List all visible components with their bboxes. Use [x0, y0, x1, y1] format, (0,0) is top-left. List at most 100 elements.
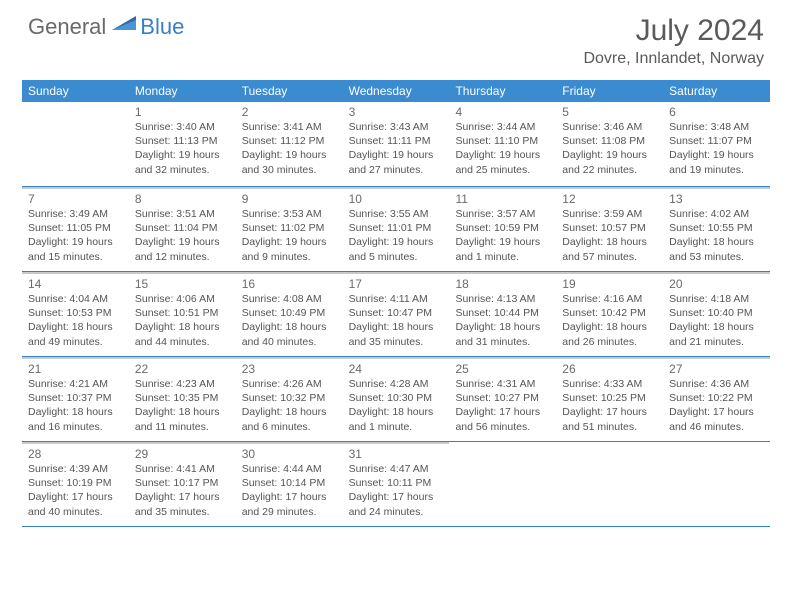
sunrise-text: Sunrise: 4:11 AM — [349, 292, 444, 306]
daylight-text: Daylight: 19 hours and 15 minutes. — [28, 235, 123, 263]
day-cell: 7Sunrise: 3:49 AMSunset: 11:05 PMDayligh… — [22, 187, 129, 271]
sunset-text: Sunset: 10:11 PM — [349, 476, 444, 490]
sunrise-text: Sunrise: 4:39 AM — [28, 462, 123, 476]
day-number: 23 — [242, 362, 337, 376]
sunset-text: Sunset: 10:32 PM — [242, 391, 337, 405]
sunset-text: Sunset: 10:42 PM — [562, 306, 657, 320]
sunrise-text: Sunrise: 3:48 AM — [669, 120, 764, 134]
daylight-text: Daylight: 17 hours and 46 minutes. — [669, 405, 764, 433]
daylight-text: Daylight: 19 hours and 19 minutes. — [669, 148, 764, 176]
daylight-text: Daylight: 18 hours and 6 minutes. — [242, 405, 337, 433]
day-cell: 21Sunrise: 4:21 AMSunset: 10:37 PMDaylig… — [22, 357, 129, 441]
day-details: Sunrise: 4:44 AMSunset: 10:14 PMDaylight… — [242, 462, 337, 519]
dow-sunday: Sunday — [22, 80, 129, 102]
day-number: 14 — [28, 277, 123, 291]
sunset-text: Sunset: 10:47 PM — [349, 306, 444, 320]
daylight-text: Daylight: 18 hours and 16 minutes. — [28, 405, 123, 433]
sunrise-text: Sunrise: 4:04 AM — [28, 292, 123, 306]
daylight-text: Daylight: 18 hours and 44 minutes. — [135, 320, 230, 348]
day-details: Sunrise: 3:59 AMSunset: 10:57 PMDaylight… — [562, 207, 657, 264]
daylight-text: Daylight: 17 hours and 24 minutes. — [349, 490, 444, 518]
day-details: Sunrise: 4:26 AMSunset: 10:32 PMDaylight… — [242, 377, 337, 434]
day-number: 26 — [562, 362, 657, 376]
sunrise-text: Sunrise: 3:57 AM — [455, 207, 550, 221]
dow-thursday: Thursday — [449, 80, 556, 102]
day-details: Sunrise: 4:11 AMSunset: 10:47 PMDaylight… — [349, 292, 444, 349]
day-cell: 3Sunrise: 3:43 AMSunset: 11:11 PMDayligh… — [343, 102, 450, 186]
day-cell: 26Sunrise: 4:33 AMSunset: 10:25 PMDaylig… — [556, 357, 663, 441]
sunset-text: Sunset: 11:04 PM — [135, 221, 230, 235]
day-number: 30 — [242, 447, 337, 461]
day-cell: 10Sunrise: 3:55 AMSunset: 11:01 PMDaylig… — [343, 187, 450, 271]
day-number: 13 — [669, 192, 764, 206]
day-number: 7 — [28, 192, 123, 206]
daylight-text: Daylight: 19 hours and 30 minutes. — [242, 148, 337, 176]
sunset-text: Sunset: 10:35 PM — [135, 391, 230, 405]
day-details: Sunrise: 3:49 AMSunset: 11:05 PMDaylight… — [28, 207, 123, 264]
location-text: Dovre, Innlandet, Norway — [583, 50, 764, 68]
sunset-text: Sunset: 11:13 PM — [135, 134, 230, 148]
sunrise-text: Sunrise: 3:41 AM — [242, 120, 337, 134]
sunrise-text: Sunrise: 4:13 AM — [455, 292, 550, 306]
day-details: Sunrise: 3:57 AMSunset: 10:59 PMDaylight… — [455, 207, 550, 264]
day-cell: 27Sunrise: 4:36 AMSunset: 10:22 PMDaylig… — [663, 357, 770, 441]
logo-text-general: General — [28, 14, 106, 40]
sunrise-text: Sunrise: 3:43 AM — [349, 120, 444, 134]
sunset-text: Sunset: 11:12 PM — [242, 134, 337, 148]
day-number: 27 — [669, 362, 764, 376]
week-row: 21Sunrise: 4:21 AMSunset: 10:37 PMDaylig… — [22, 357, 770, 442]
sunrise-text: Sunrise: 4:44 AM — [242, 462, 337, 476]
day-number: 22 — [135, 362, 230, 376]
sunrise-text: Sunrise: 4:18 AM — [669, 292, 764, 306]
day-of-week-header: Sunday Monday Tuesday Wednesday Thursday… — [22, 80, 770, 102]
day-details: Sunrise: 4:04 AMSunset: 10:53 PMDaylight… — [28, 292, 123, 349]
day-cell: 5Sunrise: 3:46 AMSunset: 11:08 PMDayligh… — [556, 102, 663, 186]
sunset-text: Sunset: 10:25 PM — [562, 391, 657, 405]
dow-monday: Monday — [129, 80, 236, 102]
sunset-text: Sunset: 10:27 PM — [455, 391, 550, 405]
sunset-text: Sunset: 10:37 PM — [28, 391, 123, 405]
sunrise-text: Sunrise: 3:51 AM — [135, 207, 230, 221]
day-number: 15 — [135, 277, 230, 291]
day-number: 3 — [349, 105, 444, 119]
daylight-text: Daylight: 18 hours and 40 minutes. — [242, 320, 337, 348]
day-details: Sunrise: 3:41 AMSunset: 11:12 PMDaylight… — [242, 120, 337, 177]
day-cell: 9Sunrise: 3:53 AMSunset: 11:02 PMDayligh… — [236, 187, 343, 271]
day-details: Sunrise: 3:43 AMSunset: 11:11 PMDaylight… — [349, 120, 444, 177]
logo: General Blue — [28, 14, 184, 40]
day-number: 19 — [562, 277, 657, 291]
day-details: Sunrise: 3:53 AMSunset: 11:02 PMDaylight… — [242, 207, 337, 264]
sunrise-text: Sunrise: 4:06 AM — [135, 292, 230, 306]
sunrise-text: Sunrise: 4:33 AM — [562, 377, 657, 391]
day-cell: 1Sunrise: 3:40 AMSunset: 11:13 PMDayligh… — [129, 102, 236, 186]
sunrise-text: Sunrise: 4:02 AM — [669, 207, 764, 221]
day-cell: 23Sunrise: 4:26 AMSunset: 10:32 PMDaylig… — [236, 357, 343, 441]
day-cell: 18Sunrise: 4:13 AMSunset: 10:44 PMDaylig… — [449, 272, 556, 356]
day-number: 8 — [135, 192, 230, 206]
sunset-text: Sunset: 10:51 PM — [135, 306, 230, 320]
day-number: 1 — [135, 105, 230, 119]
week-row: 1Sunrise: 3:40 AMSunset: 11:13 PMDayligh… — [22, 102, 770, 187]
day-details: Sunrise: 3:48 AMSunset: 11:07 PMDaylight… — [669, 120, 764, 177]
daylight-text: Daylight: 19 hours and 12 minutes. — [135, 235, 230, 263]
logo-flag-icon — [112, 16, 138, 39]
day-cell: 29Sunrise: 4:41 AMSunset: 10:17 PMDaylig… — [129, 442, 236, 526]
sunrise-text: Sunrise: 4:23 AM — [135, 377, 230, 391]
title-block: July 2024 Dovre, Innlandet, Norway — [583, 14, 764, 68]
week-row: 28Sunrise: 4:39 AMSunset: 10:19 PMDaylig… — [22, 442, 770, 527]
sunrise-text: Sunrise: 4:31 AM — [455, 377, 550, 391]
daylight-text: Daylight: 18 hours and 57 minutes. — [562, 235, 657, 263]
sunset-text: Sunset: 10:22 PM — [669, 391, 764, 405]
daylight-text: Daylight: 19 hours and 5 minutes. — [349, 235, 444, 263]
day-cell — [449, 442, 556, 526]
calendar: Sunday Monday Tuesday Wednesday Thursday… — [22, 80, 770, 527]
sunset-text: Sunset: 11:10 PM — [455, 134, 550, 148]
day-details: Sunrise: 4:41 AMSunset: 10:17 PMDaylight… — [135, 462, 230, 519]
day-cell: 12Sunrise: 3:59 AMSunset: 10:57 PMDaylig… — [556, 187, 663, 271]
daylight-text: Daylight: 18 hours and 49 minutes. — [28, 320, 123, 348]
sunset-text: Sunset: 10:40 PM — [669, 306, 764, 320]
day-details: Sunrise: 4:13 AMSunset: 10:44 PMDaylight… — [455, 292, 550, 349]
day-number: 4 — [455, 105, 550, 119]
sunrise-text: Sunrise: 4:21 AM — [28, 377, 123, 391]
weeks-container: 1Sunrise: 3:40 AMSunset: 11:13 PMDayligh… — [22, 102, 770, 527]
